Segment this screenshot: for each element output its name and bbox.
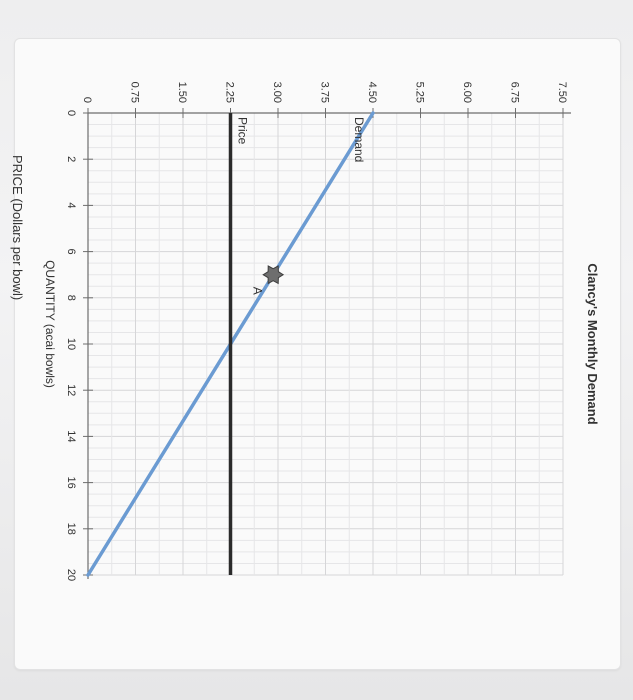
point-a-label: A xyxy=(250,287,264,295)
x-tick-label: 0 xyxy=(65,110,77,116)
y-tick-label: 0.75 xyxy=(129,82,141,103)
point-a-star xyxy=(262,265,285,285)
x-tick-label: 8 xyxy=(65,295,77,301)
axes xyxy=(87,112,571,579)
series-layer: Demand Price A xyxy=(86,111,375,577)
x-tick-label: 6 xyxy=(65,249,77,255)
y-tick-label: 6.00 xyxy=(461,82,473,103)
x-axis-label: QUANTITY (acai bowls) xyxy=(43,260,57,388)
chart-card xyxy=(14,38,621,670)
x-tick-label: 2 xyxy=(65,156,77,162)
x-tick-label: 16 xyxy=(65,476,77,488)
y-tick-label: 6.75 xyxy=(509,82,521,103)
y-tick-label: 0 xyxy=(81,97,93,103)
grid xyxy=(87,112,564,576)
y-axis-label: PRICE (Dollars per bowl) xyxy=(10,155,25,300)
y-tick-label: 1.50 xyxy=(176,82,188,103)
y-tick-label: 7.50 xyxy=(556,82,568,103)
x-tick-label: 20 xyxy=(65,569,77,581)
ticks: 0 0.75 1.50 2.25 3.00 3.75 4.50 5.25 6.00 6.75 7.5… xyxy=(65,82,568,582)
y-tick-label: 5.25 xyxy=(414,82,426,103)
x-tick-label: 14 xyxy=(65,430,77,442)
y-tick-label: 4.50 xyxy=(366,82,378,103)
x-tick-label: 10 xyxy=(65,338,77,350)
chart-title: Clancy's Monthly Demand xyxy=(585,263,600,424)
y-tick-label: 3.75 xyxy=(319,82,331,103)
y-tick-label: 2.25 xyxy=(224,82,236,103)
price-label: Price xyxy=(236,117,250,145)
x-tick-label: 18 xyxy=(65,523,77,535)
y-tick-label: 3.00 xyxy=(271,82,283,103)
demand-label: Demand xyxy=(352,117,366,162)
x-tick-label: 4 xyxy=(65,202,77,208)
labels: Clancy's Monthly Demand PRICE (Dollars p… xyxy=(10,155,600,425)
x-tick-label: 12 xyxy=(65,384,77,396)
